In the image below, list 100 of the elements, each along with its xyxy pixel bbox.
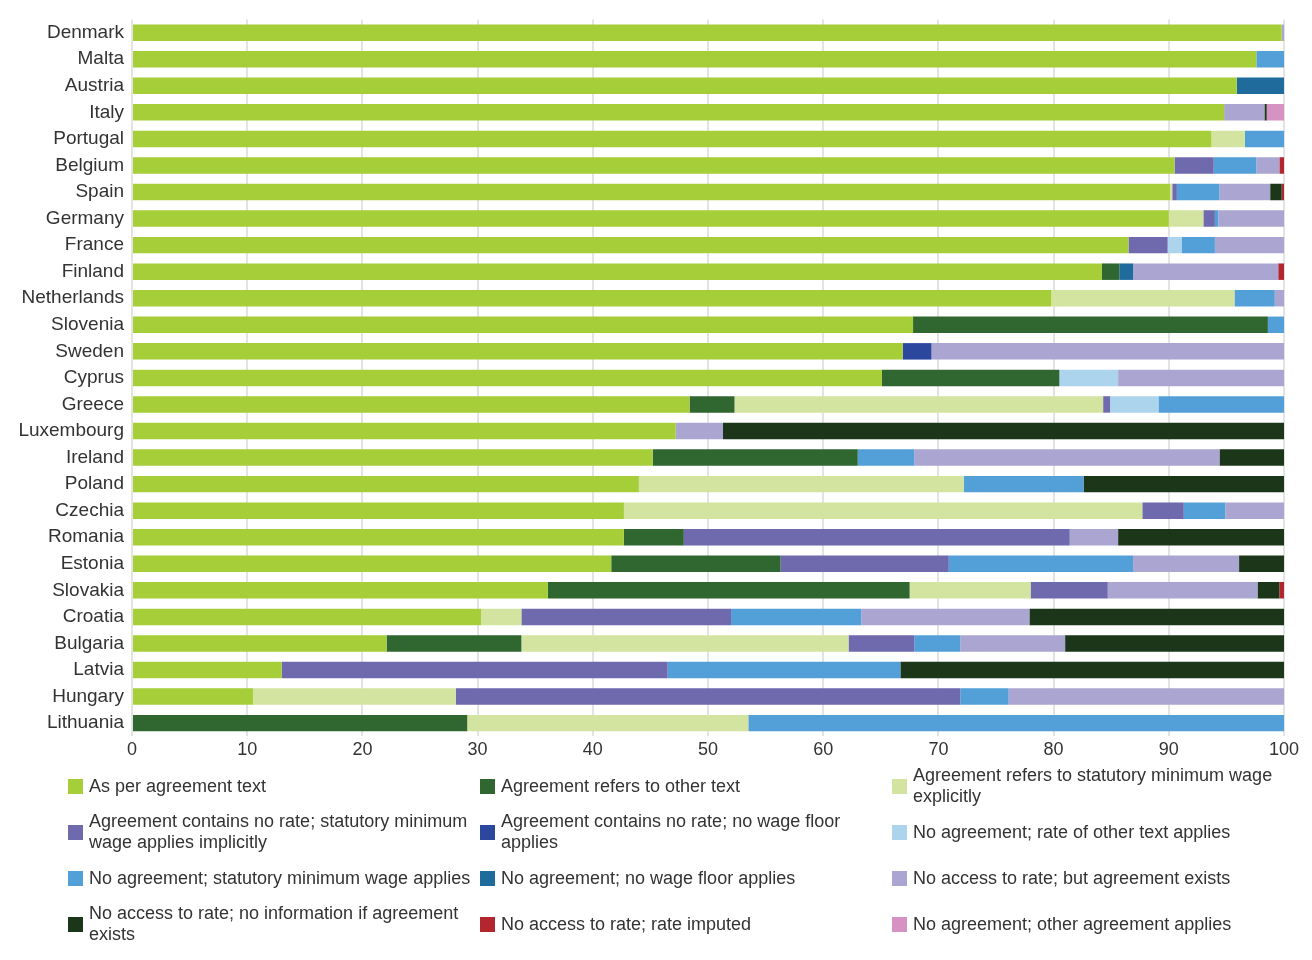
bar <box>675 422 723 440</box>
y-tick-label: Cyprus <box>63 366 124 388</box>
bar <box>1110 396 1159 413</box>
y-tick-label: Finland <box>61 259 124 281</box>
y-tick-label: Belgium <box>55 153 124 175</box>
bar <box>667 661 901 679</box>
bar <box>731 608 862 626</box>
bar <box>133 475 639 493</box>
bar <box>1218 210 1284 227</box>
y-tick-label: Ireland <box>65 445 124 467</box>
bar <box>900 661 1284 679</box>
y-tick-label: Slovakia <box>52 578 125 600</box>
legend-label: No agreement; no wage floor applies <box>501 867 796 889</box>
bar <box>455 688 961 705</box>
y-tick-label: Greece <box>61 392 124 414</box>
bar <box>386 635 522 652</box>
bar <box>1118 529 1284 546</box>
bar <box>1176 183 1220 201</box>
bar <box>133 529 624 546</box>
y-tick-label: Estonia <box>60 552 125 574</box>
bar <box>133 714 468 732</box>
x-tick-label: 80 <box>1043 739 1064 760</box>
bar <box>683 529 1070 546</box>
y-tick-label: Germany <box>45 206 125 228</box>
y-tick-label: France <box>64 233 124 255</box>
bar <box>1236 77 1284 95</box>
bar <box>1118 369 1284 387</box>
bar <box>1030 582 1108 599</box>
bar <box>252 688 456 705</box>
bar <box>652 449 858 466</box>
legend-label: Agreement contains no rate; statutory minimum wage applies implicitly <box>89 811 469 853</box>
y-tick-label: Bulgaria <box>54 631 125 653</box>
bar <box>1051 290 1235 307</box>
bar <box>481 608 522 626</box>
bar <box>1256 51 1284 68</box>
legend-label: Agreement refers to statutory minimum wage explicitly <box>913 765 1274 807</box>
y-tick-label: Spain <box>75 180 124 202</box>
bar <box>1219 183 1271 201</box>
x-tick-label: 30 <box>467 739 488 760</box>
bar <box>133 51 1257 68</box>
bar <box>638 475 964 493</box>
bar <box>1103 396 1111 413</box>
bar <box>881 369 1060 387</box>
bar <box>1181 236 1215 254</box>
legend-label: No access to rate; but agreement exists <box>913 867 1231 889</box>
bar <box>914 635 961 652</box>
bar <box>467 714 749 732</box>
bar <box>931 343 1284 360</box>
bar <box>281 661 668 679</box>
bar <box>1279 157 1284 174</box>
bar <box>521 608 732 626</box>
bar <box>1213 157 1257 174</box>
bar <box>133 316 914 334</box>
bar <box>133 688 253 705</box>
bar <box>1219 449 1284 466</box>
y-tick-label: Romania <box>47 525 125 547</box>
bar <box>1203 210 1215 227</box>
bar <box>1008 688 1284 705</box>
bar <box>1172 183 1177 201</box>
legend-label: No access to rate; rate imputed <box>501 913 752 935</box>
x-tick-label: 50 <box>697 739 719 760</box>
y-tick-label: Slovenia <box>51 313 125 335</box>
bar <box>133 608 482 626</box>
bar <box>133 290 1052 307</box>
bar <box>1225 502 1284 519</box>
bar <box>1274 290 1284 307</box>
bar <box>133 24 1282 41</box>
y-tick-label: Croatia <box>62 605 125 627</box>
bar <box>1167 236 1182 254</box>
bar <box>623 529 684 546</box>
y-tick-label: Czechia <box>55 498 125 520</box>
bar <box>722 422 1284 440</box>
bar <box>1234 290 1275 307</box>
bar <box>1133 263 1279 280</box>
bar <box>623 502 1143 519</box>
legend-label: As per agreement text <box>89 775 267 797</box>
bar <box>963 475 1084 493</box>
y-tick-label: Latvia <box>73 658 125 680</box>
bar <box>1183 502 1226 519</box>
bar <box>1083 475 1284 493</box>
y-tick-label: Denmark <box>46 20 125 42</box>
bar <box>133 210 1169 227</box>
bar <box>133 449 653 466</box>
bar <box>1279 582 1284 599</box>
bar <box>1266 104 1284 121</box>
bar <box>902 343 932 360</box>
bar <box>1101 263 1120 280</box>
x-tick-label: 40 <box>582 739 603 760</box>
x-tick-label: 20 <box>352 739 373 760</box>
x-tick-label: 60 <box>813 739 834 760</box>
legend-label: Agreement refers to other text <box>501 775 741 797</box>
bar <box>1158 396 1284 413</box>
bar <box>1069 529 1119 546</box>
bar <box>547 582 910 599</box>
bar <box>857 449 915 466</box>
bar <box>521 635 849 652</box>
bar <box>1214 236 1284 254</box>
bar <box>1256 157 1280 174</box>
legend-label: No agreement; other agreement applies <box>913 913 1232 935</box>
bar <box>133 635 387 652</box>
